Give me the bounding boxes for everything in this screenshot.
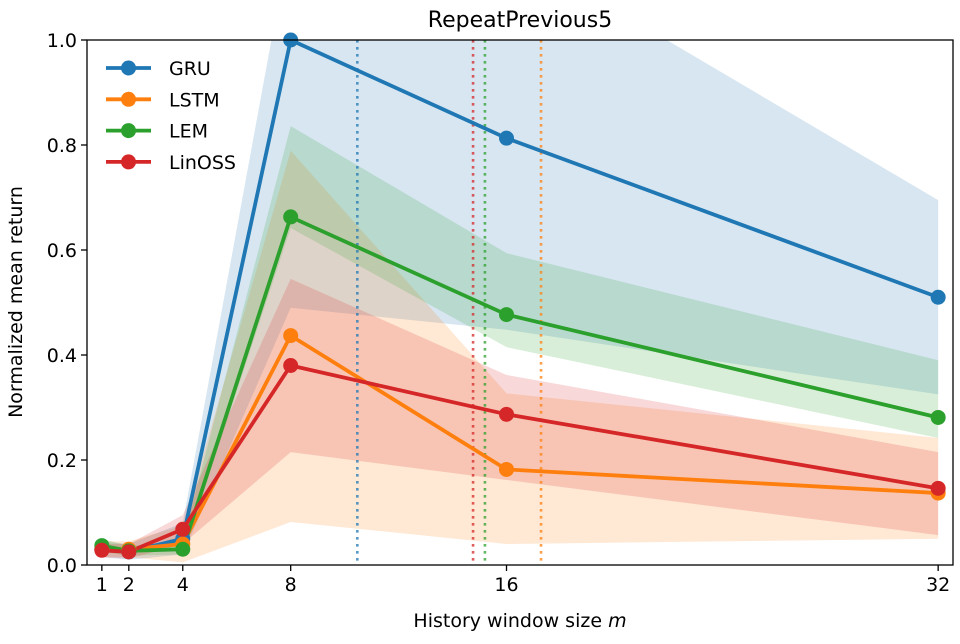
x-tick-label: 16: [494, 574, 518, 596]
legend-gru-label: GRU: [169, 58, 211, 80]
lem-point: [283, 209, 299, 225]
lem-band: [101, 126, 939, 556]
legend-lem-marker: [121, 123, 136, 139]
x-tick-label: 4: [177, 574, 189, 596]
plot-frame: [86, 39, 954, 566]
lem-point: [930, 409, 946, 425]
linoss-point: [499, 406, 515, 422]
linoss-point: [283, 358, 299, 373]
linoss-point: [121, 544, 137, 560]
legend: GRU LSTM LEM LinOSS: [106, 58, 236, 174]
lem-point: [175, 541, 191, 557]
linoss-point: [930, 480, 946, 496]
gru-band: [101, 40, 939, 560]
legend-gru-marker: [121, 60, 136, 76]
y-tick-label: 0.6: [47, 240, 77, 262]
y-tick-label: 0.0: [47, 555, 77, 577]
legend-lstm-label: LSTM: [169, 89, 220, 111]
lem-point: [499, 307, 515, 323]
legend-lem-label: LEM: [169, 121, 208, 143]
linoss-point: [94, 542, 110, 558]
legend-lstm-marker: [121, 91, 136, 107]
gru-point: [499, 130, 515, 146]
lstm-point: [499, 461, 515, 477]
x-tick-label: 2: [123, 574, 135, 596]
lstm-band: [101, 150, 939, 563]
linoss-point: [175, 521, 191, 537]
x-tick-label: 1: [96, 574, 108, 596]
legend-linoss-marker: [121, 154, 136, 170]
chart-title: RepeatPrevious5: [428, 8, 612, 33]
x-tick-label: 8: [285, 574, 297, 596]
y-tick-label: 1.0: [47, 30, 77, 52]
y-axis-label: Normalized mean return: [5, 186, 27, 418]
lstm-point: [283, 328, 299, 344]
y-tick-label: 0.2: [47, 450, 77, 472]
y-tick-label: 0.4: [47, 345, 77, 367]
gru-point: [930, 289, 946, 305]
x-axis-label: History window size m: [413, 610, 626, 632]
legend-linoss-label: LinOSS: [169, 152, 236, 174]
y-tick-label: 0.8: [47, 135, 77, 157]
x-tick-label: 32: [926, 574, 950, 596]
